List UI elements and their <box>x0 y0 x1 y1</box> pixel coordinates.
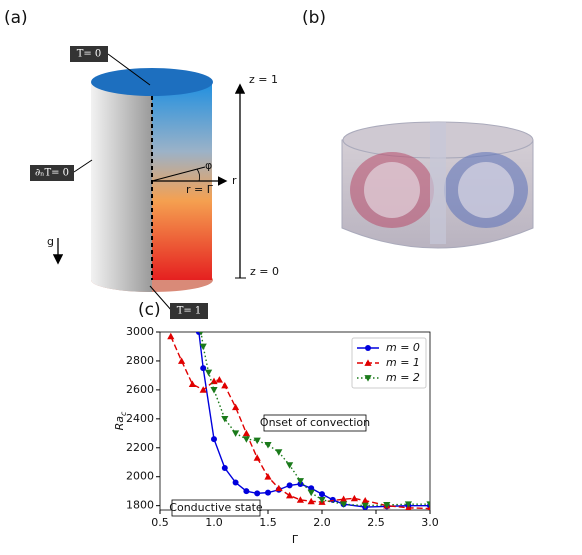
point <box>167 332 175 340</box>
annotation: Onset of convection <box>260 416 370 429</box>
point <box>215 376 223 383</box>
point <box>426 501 430 508</box>
point <box>210 387 218 394</box>
annotation-box <box>263 414 367 432</box>
point <box>211 436 217 443</box>
point <box>199 386 207 393</box>
point <box>318 496 326 504</box>
y-axis-label: Rac <box>113 411 128 430</box>
point <box>210 377 218 385</box>
point <box>232 430 240 437</box>
point <box>275 484 283 492</box>
y-tick-label: 2800 <box>126 354 154 367</box>
point <box>243 488 250 495</box>
cylinder <box>91 68 228 292</box>
point <box>232 403 240 411</box>
y-axis-label-sub: c <box>119 411 128 416</box>
point <box>232 479 239 486</box>
y-tick-label: 2000 <box>126 470 154 483</box>
y-tick-label: 2200 <box>126 441 154 454</box>
top-bc: T= 0 <box>77 49 102 60</box>
legend-marker <box>365 345 371 351</box>
convection-render <box>341 121 534 249</box>
point <box>340 495 348 503</box>
legend-marker <box>364 375 372 382</box>
annotation-box <box>171 499 261 517</box>
point <box>188 380 196 387</box>
plot-area <box>167 332 430 510</box>
point <box>199 332 204 336</box>
y-tick-label: 3000 <box>126 325 154 338</box>
point <box>264 441 272 449</box>
point <box>286 482 293 489</box>
point <box>253 437 261 445</box>
point <box>254 490 261 497</box>
legend-label: m = 2 <box>386 371 420 384</box>
r-axis-label: r <box>232 174 237 187</box>
x-tick-label: 3.0 <box>421 516 439 529</box>
panel-label: (b) <box>302 8 326 28</box>
point <box>296 478 304 485</box>
point <box>319 491 325 498</box>
y-tick-label: 2600 <box>126 383 154 396</box>
point <box>242 429 250 437</box>
x-tick-label: 1.5 <box>259 516 277 529</box>
point <box>265 489 271 496</box>
point <box>205 369 213 377</box>
legend-label: m = 1 <box>386 356 420 369</box>
point <box>275 449 283 456</box>
annotation: Conductive state <box>169 501 263 514</box>
point <box>307 489 315 497</box>
point <box>221 465 228 472</box>
x-axis-label: Γ <box>292 533 299 546</box>
plot-frame <box>159 331 431 511</box>
point <box>286 462 294 469</box>
point <box>253 454 261 461</box>
z-bottom-label: z = 0 <box>250 265 279 278</box>
point <box>307 497 315 505</box>
series-line <box>170 336 430 510</box>
y-axis-label-main: Ra <box>113 416 126 431</box>
point <box>200 365 207 372</box>
point <box>361 502 369 510</box>
point <box>404 501 412 508</box>
gravity-label: g <box>47 235 54 248</box>
point <box>199 343 207 351</box>
x-tick-label: 0.5 <box>151 516 169 529</box>
radius-label: r = Γ <box>186 183 214 196</box>
bc-box: T= 0 ∂ₙT= 0 T= 1 <box>30 46 208 319</box>
point <box>242 436 250 443</box>
point <box>361 496 369 504</box>
z-top-label: z = 1 <box>249 73 278 86</box>
y-tick-label: 1800 <box>126 499 154 512</box>
point <box>340 501 348 508</box>
panel-label: (c) <box>138 300 161 320</box>
point <box>178 357 186 364</box>
point <box>350 494 358 502</box>
point <box>383 502 391 509</box>
point <box>221 415 229 423</box>
side-bc: ∂ₙT= 0 <box>35 168 69 179</box>
chart: 0.5 1.0 1.5 2.0 2.5 3.0 1800 2000 2200 2400 2600 28… <box>113 325 439 546</box>
point <box>296 496 304 503</box>
bottom-bc: T= 1 <box>177 306 202 317</box>
point <box>264 473 272 480</box>
legend-marker <box>364 359 372 366</box>
point <box>221 381 229 389</box>
angle-label: φ <box>205 159 212 172</box>
legend-label: m = 0 <box>386 341 420 354</box>
y-tick-label: 2400 <box>126 412 154 425</box>
panel-label: (a) <box>4 8 28 28</box>
x-tick-label: 2.5 <box>367 516 385 529</box>
x-tick-label: 2.0 <box>313 516 331 529</box>
point <box>286 491 294 499</box>
x-tick-label: 1.0 <box>205 516 223 529</box>
